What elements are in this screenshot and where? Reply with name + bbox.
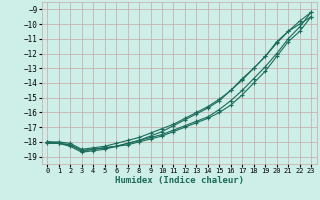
X-axis label: Humidex (Indice chaleur): Humidex (Indice chaleur) — [115, 176, 244, 185]
